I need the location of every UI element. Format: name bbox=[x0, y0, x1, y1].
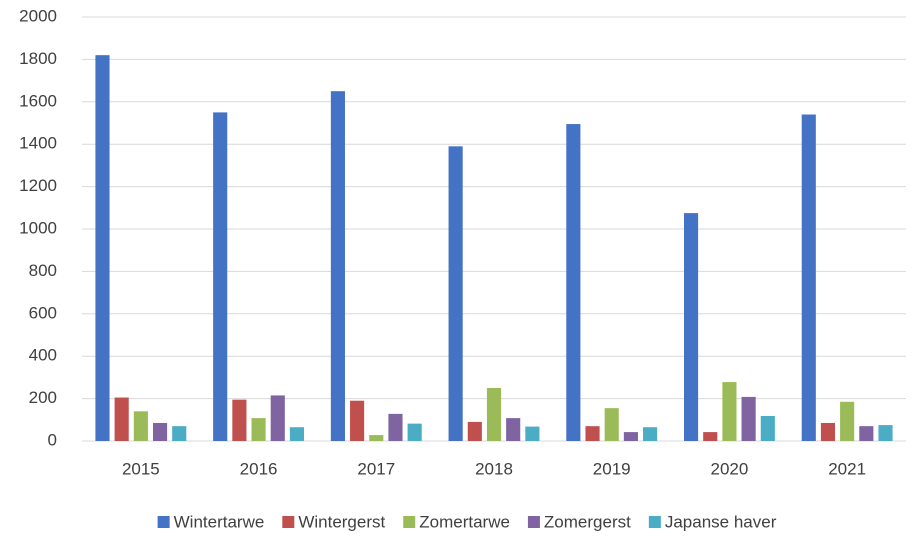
y-tick-label: 0 bbox=[48, 430, 57, 449]
bar bbox=[330, 91, 345, 441]
bar bbox=[388, 413, 403, 441]
bar bbox=[859, 426, 874, 441]
legend-swatch bbox=[282, 516, 295, 528]
y-tick-label: 1400 bbox=[19, 134, 57, 153]
bar bbox=[467, 421, 482, 441]
legend-swatch bbox=[157, 516, 170, 528]
bar bbox=[722, 382, 737, 441]
bar bbox=[506, 418, 521, 441]
bar bbox=[232, 399, 247, 441]
bar bbox=[251, 418, 266, 441]
bar bbox=[525, 426, 540, 441]
bar bbox=[820, 422, 836, 441]
x-tick-label: 2016 bbox=[240, 459, 278, 478]
bar bbox=[643, 427, 658, 441]
bar bbox=[270, 395, 285, 441]
bar bbox=[350, 400, 365, 441]
legend-label: Japanse haver bbox=[665, 512, 777, 531]
bar bbox=[801, 114, 816, 442]
legend-label: Wintertarwe bbox=[174, 512, 265, 531]
y-tick-label: 400 bbox=[29, 346, 57, 365]
bar bbox=[289, 427, 305, 441]
bar bbox=[95, 55, 110, 441]
bar bbox=[760, 415, 775, 441]
bar bbox=[486, 388, 502, 441]
legend-label: Zomergerst bbox=[544, 512, 631, 531]
y-tick-label: 1600 bbox=[19, 91, 57, 110]
bar bbox=[878, 425, 893, 441]
bar bbox=[566, 124, 581, 441]
legend-label: Zomertarwe bbox=[419, 512, 510, 531]
legend-swatch bbox=[527, 516, 540, 528]
y-tick-label: 2000 bbox=[19, 6, 57, 25]
y-tick-label: 800 bbox=[29, 261, 57, 280]
bar bbox=[840, 401, 855, 441]
bar bbox=[741, 396, 756, 441]
bar bbox=[585, 426, 600, 441]
x-tick-label: 2015 bbox=[122, 459, 160, 478]
x-tick-label: 2017 bbox=[357, 459, 395, 478]
y-tick-label: 1800 bbox=[19, 49, 57, 68]
x-tick-label: 2018 bbox=[475, 459, 513, 478]
y-tick-label: 1200 bbox=[19, 176, 57, 195]
legend-swatch bbox=[403, 516, 416, 528]
y-tick-label: 1000 bbox=[19, 218, 57, 237]
bar bbox=[114, 397, 129, 441]
bar bbox=[133, 411, 148, 441]
bar bbox=[369, 435, 384, 441]
x-tick-label: 2020 bbox=[711, 459, 749, 478]
bar bbox=[448, 146, 463, 441]
bar bbox=[703, 432, 718, 441]
legend-swatch bbox=[648, 516, 661, 528]
bar bbox=[683, 213, 699, 441]
bar bbox=[604, 408, 619, 441]
bar bbox=[152, 422, 168, 441]
legend-label: Wintergerst bbox=[298, 512, 385, 531]
bar bbox=[213, 112, 228, 442]
bar bbox=[623, 432, 638, 441]
x-tick-label: 2019 bbox=[593, 459, 631, 478]
bar bbox=[172, 426, 187, 441]
y-tick-label: 600 bbox=[29, 303, 57, 322]
bar bbox=[407, 423, 422, 441]
x-tick-label: 2021 bbox=[828, 459, 866, 478]
y-tick-label: 200 bbox=[29, 388, 57, 407]
